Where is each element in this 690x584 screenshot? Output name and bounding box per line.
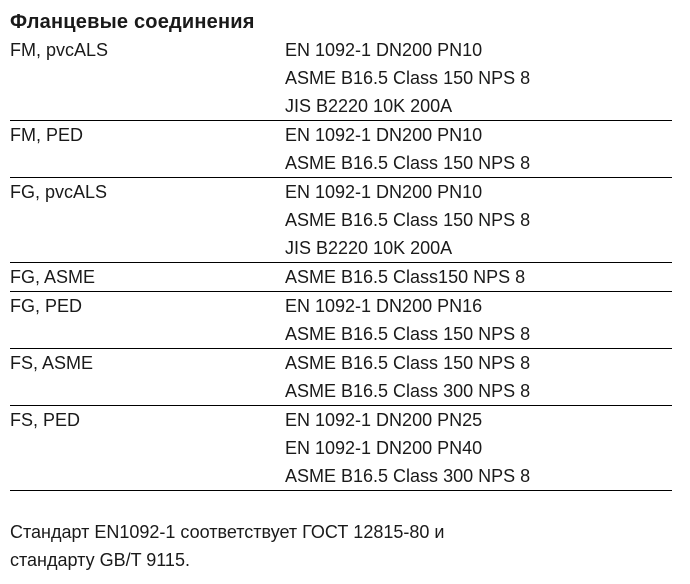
standard-line: ASME B16.5 Class 150 NPS 8 [285,153,531,173]
standard-line: ASME B16.5 Class150 NPS 8 [285,267,526,287]
page-title: Фланцевые соединения [10,11,255,33]
standard-line: ASME B16.5 Class 300 NPS 8 [285,466,531,486]
standard-line: ASME B16.5 Class 150 NPS 8 [285,353,531,373]
row-label: FG, ASME [10,267,96,287]
standard-line: ASME B16.5 Class 150 NPS 8 [285,68,531,88]
standards-cell: ASME B16.5 Class150 NPS 8 [285,263,672,291]
row-label: FM, PED [10,125,84,145]
standards-cell: EN 1092-1 DN200 PN10 ASME B16.5 Class 15… [285,36,672,120]
row-label: FG, pvcALS [10,182,108,202]
standards-cell: ASME B16.5 Class 150 NPS 8 ASME B16.5 Cl… [285,349,672,405]
footnote-text: Стандарт EN1092-1 соответствует ГОСТ 128… [10,522,445,570]
standard-line: EN 1092-1 DN200 PN10 [285,125,483,145]
standard-line: EN 1092-1 DN200 PN10 [285,40,483,60]
standard-line: EN 1092-1 DN200 PN16 [285,296,483,316]
standards-cell: EN 1092-1 DN200 PN10 ASME B16.5 Class 15… [285,178,672,262]
table-row: FG, ASME ASME B16.5 Class150 NPS 8 [10,263,672,292]
standard-line: ASME B16.5 Class 150 NPS 8 [285,210,531,230]
table-row: FM, pvcALS EN 1092-1 DN200 PN10 ASME B16… [10,36,672,121]
table-row: FM, PED EN 1092-1 DN200 PN10 ASME B16.5 … [10,121,672,178]
table-row: FG, pvcALS EN 1092-1 DN200 PN10 ASME B16… [10,178,672,263]
table-row: FG, PED EN 1092-1 DN200 PN16 ASME B16.5 … [10,292,672,349]
row-label: FG, PED [10,296,83,316]
standards-cell: EN 1092-1 DN200 PN25 EN 1092-1 DN200 PN4… [285,406,672,490]
row-label: FS, ASME [10,353,94,373]
standards-cell: EN 1092-1 DN200 PN10 ASME B16.5 Class 15… [285,121,672,177]
flange-connections-table: FM, pvcALS EN 1092-1 DN200 PN10 ASME B16… [10,36,672,491]
row-label: FM, pvcALS [10,40,109,60]
standard-line: ASME B16.5 Class 300 NPS 8 [285,381,531,401]
standard-line: EN 1092-1 DN200 PN40 [285,438,483,458]
table-row: FS, ASME ASME B16.5 Class 150 NPS 8 ASME… [10,349,672,406]
row-label: FS, PED [10,410,81,430]
standard-line: EN 1092-1 DN200 PN10 [285,182,483,202]
standard-line: ASME B16.5 Class 150 NPS 8 [285,324,531,344]
standards-cell: EN 1092-1 DN200 PN16 ASME B16.5 Class 15… [285,292,672,348]
standard-line: JIS B2220 10K 200A [285,238,453,258]
standard-line: JIS B2220 10K 200A [285,96,453,116]
table-row: FS, PED EN 1092-1 DN200 PN25 EN 1092-1 D… [10,406,672,491]
standard-line: EN 1092-1 DN200 PN25 [285,410,483,430]
